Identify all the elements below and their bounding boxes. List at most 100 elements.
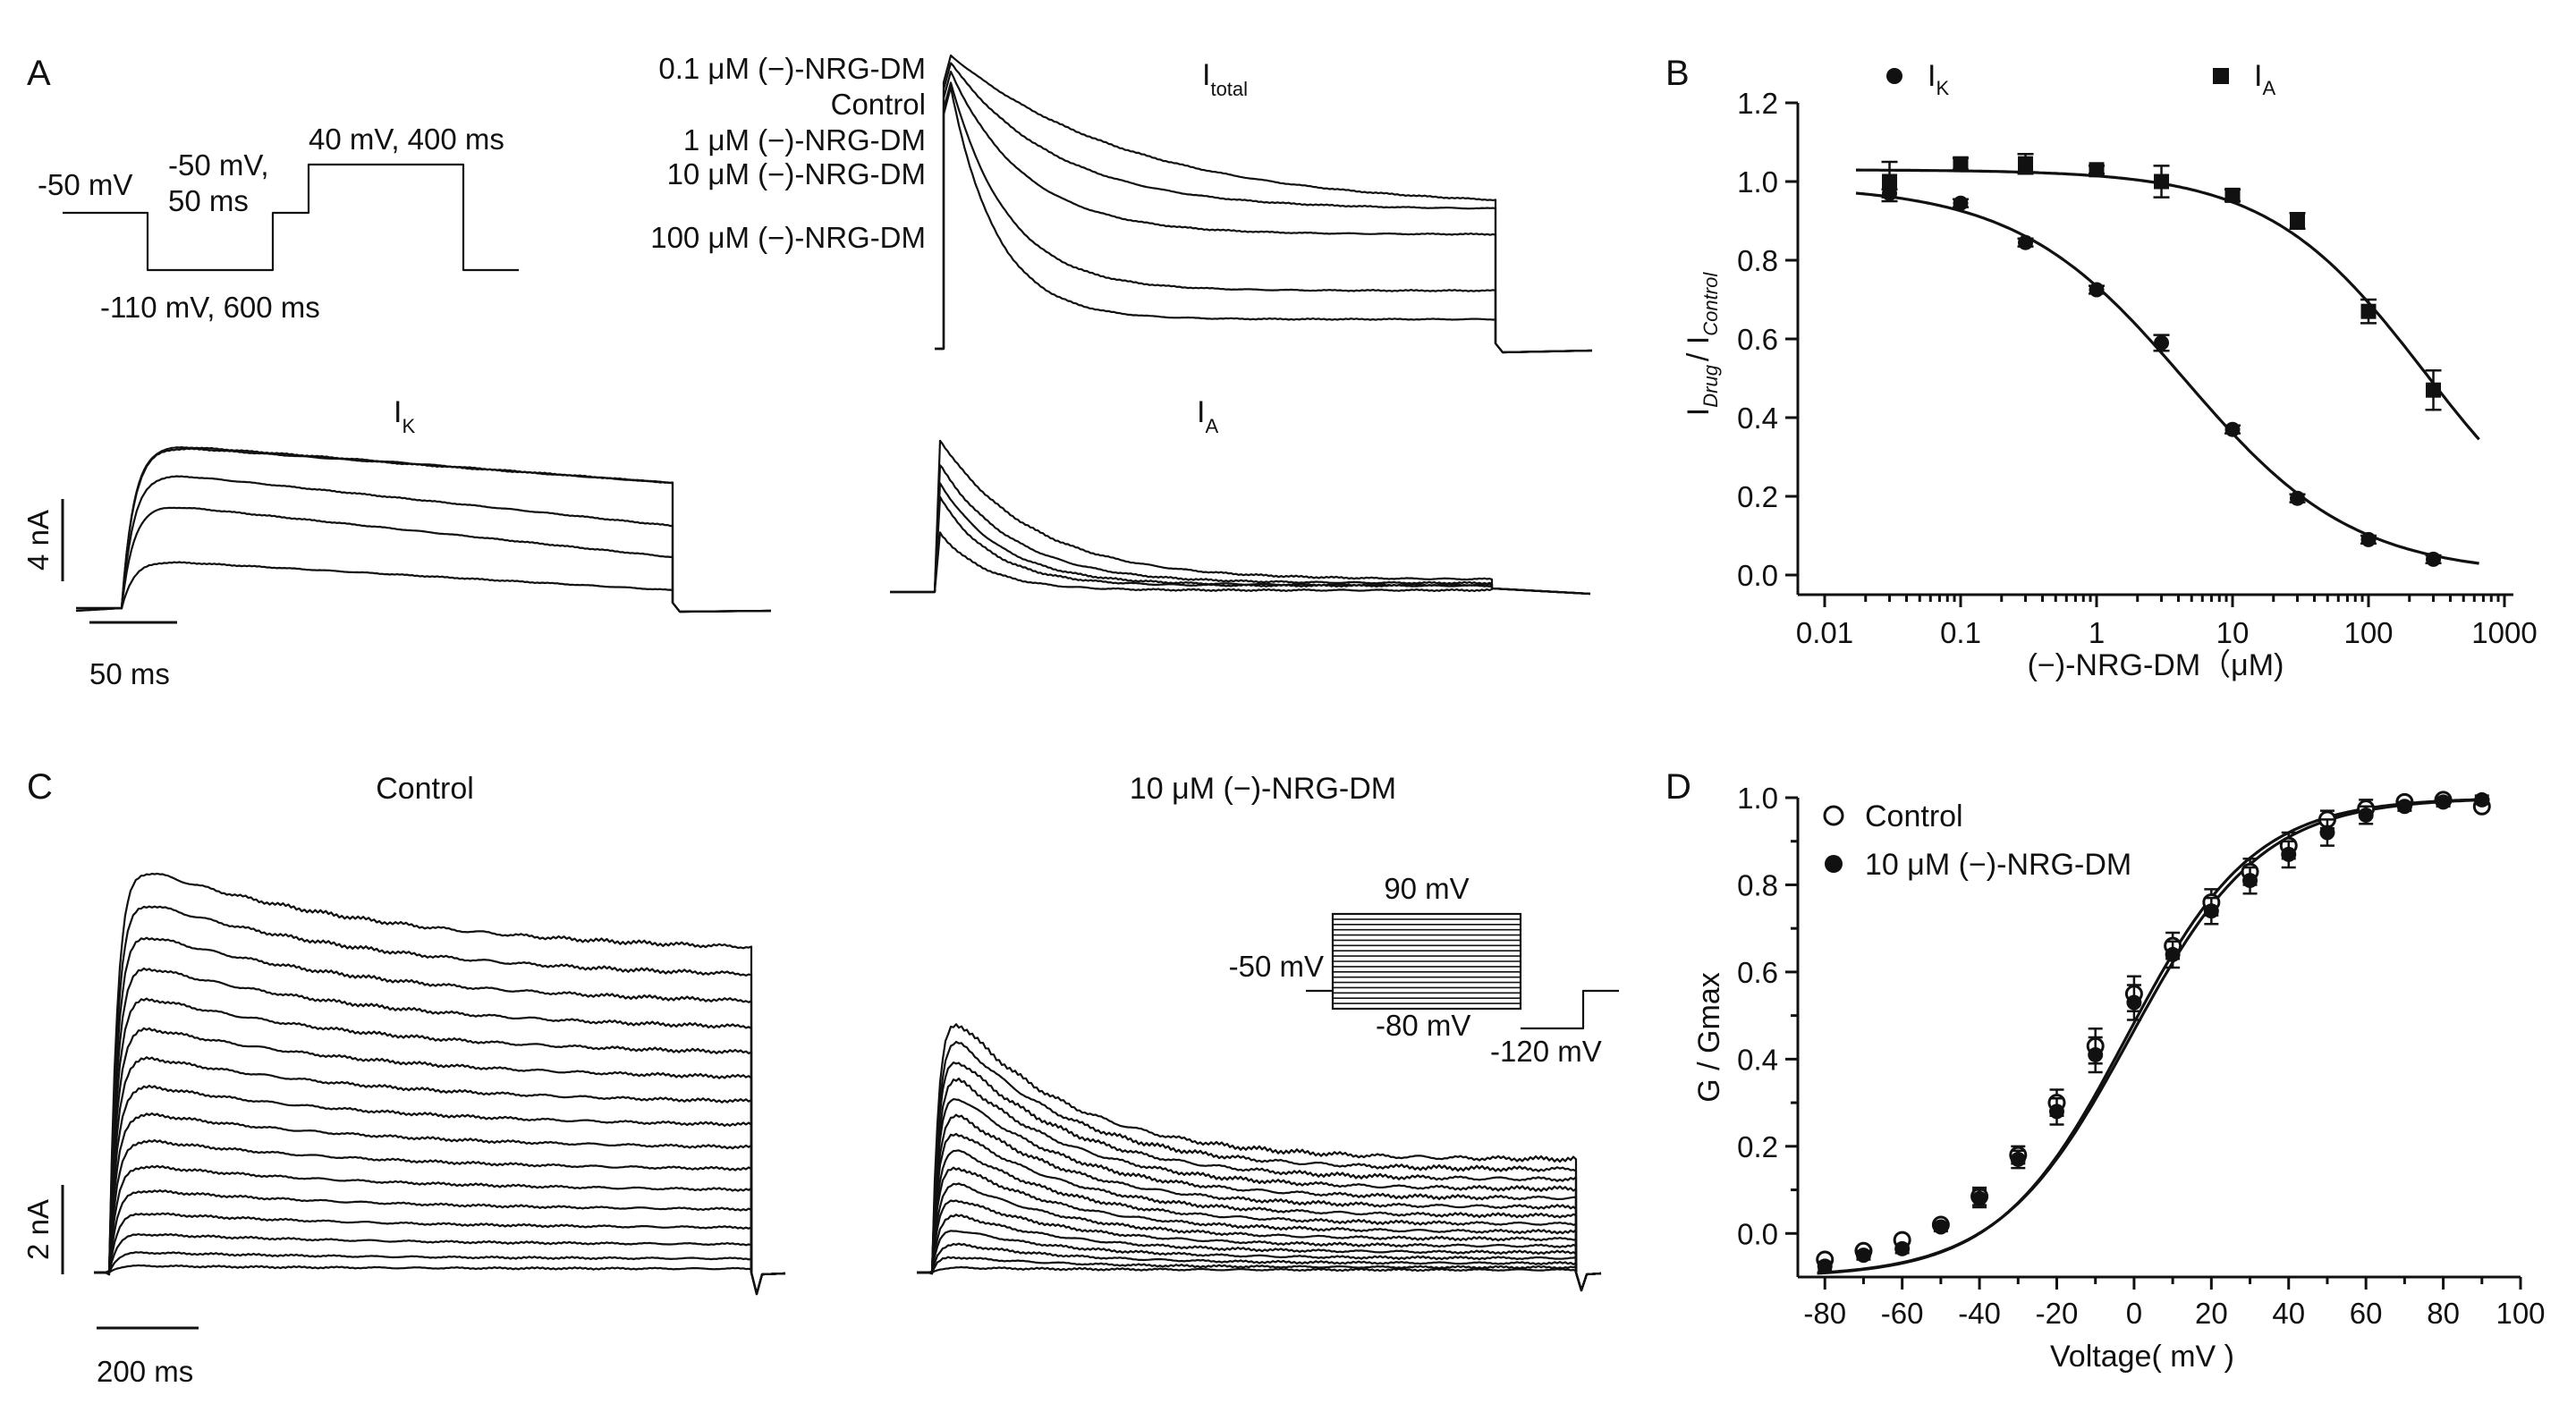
chart-d-x-tick-label: 80 <box>2427 1297 2460 1330</box>
chart-b-point-ia <box>1882 173 1898 190</box>
drug-title: 10 μM (−)-NRG-DM <box>1130 772 1396 806</box>
control-family-trace <box>94 1212 786 1296</box>
itotal-title: Itotal <box>1202 58 1248 100</box>
chart-b-y-tick-label: 0.6 <box>1737 323 1778 356</box>
inset-hold-label: -50 mV <box>1229 950 1324 983</box>
protocol-hold-label: -50 mV <box>38 168 132 201</box>
drug-family-trace <box>917 1132 1602 1292</box>
chart-d-point-drug <box>1971 1190 1987 1206</box>
chart-d-point-drug <box>2088 1046 2104 1062</box>
chart-d: -80 -60 -40 -20 0 20 40 60 80 100 0.0 0.2 0.4 0.6 0.8 1… <box>1692 782 2546 1374</box>
control-family-trace <box>94 1188 786 1296</box>
chart-d-y-tick-label: 0.2 <box>1737 1130 1778 1163</box>
legend-drug-label: 10 μM (−)-NRG-DM <box>1865 848 2131 882</box>
ia-trace <box>890 495 1591 596</box>
chart-b-point-ia <box>2089 162 2105 178</box>
drug-family-trace <box>917 1182 1602 1292</box>
chart-d-x-tick-label: 60 <box>2350 1297 2383 1330</box>
chart-d-point-drug <box>2048 1104 2064 1120</box>
chart-d-x-tick-label: -60 <box>1881 1297 1924 1330</box>
chart-d-y-tick-label: 0.8 <box>1737 868 1778 901</box>
ia-trace <box>890 531 1591 596</box>
chart-b-fit-curve <box>1856 168 2480 441</box>
drug-family-trace <box>917 1265 1602 1292</box>
ia-traces <box>890 439 1591 596</box>
chart-d-point-drug <box>1894 1240 1911 1256</box>
chart-b-x-tick-label: 0.1 <box>1940 616 1981 649</box>
chart-b-point-ia <box>2224 187 2241 203</box>
chart-b-point-ia <box>2154 173 2170 190</box>
chart-b-point-ik <box>2290 490 2306 506</box>
chart-b-y-tick-label: 0.4 <box>1737 402 1778 435</box>
drug-family-trace <box>917 1199 1602 1292</box>
chart-d-x-label: Voltage( mV ) <box>2050 1340 2234 1374</box>
chart-d-x-tick-label: -40 <box>1958 1297 2001 1330</box>
ia-trace <box>890 464 1591 596</box>
itotal-trace <box>935 70 1593 354</box>
drug-family-trace <box>917 1061 1602 1292</box>
legend-ik-label: IK <box>1928 59 1949 99</box>
ik-trace <box>75 447 772 613</box>
inset-top-label: 90 mV <box>1384 872 1469 905</box>
trace-label-3: 10 μM (−)-NRG-DM <box>667 157 926 190</box>
inset-tail-line <box>1521 989 1619 1030</box>
chart-b-point-ik <box>2360 531 2377 547</box>
chart-b-fit-curve <box>1855 191 2479 565</box>
chart-b-x-tick-label: 100 <box>2343 616 2393 649</box>
scale-bar-c: 2 nA 200 ms <box>21 1185 199 1388</box>
control-family-trace <box>94 1027 786 1296</box>
chart-b-y-tick-label: 0.2 <box>1737 480 1778 513</box>
protocol-test-label: 40 mV, 400 ms <box>309 123 504 156</box>
chart-b-point-ik <box>1953 195 1969 211</box>
control-family-trace <box>94 936 786 1296</box>
control-family-trace <box>94 1164 786 1296</box>
chart-d-point-drug <box>2396 799 2412 815</box>
chart-b-point-ik <box>2018 234 2034 250</box>
drug-family-trace <box>917 1040 1602 1292</box>
chart-b-point-ik <box>2224 421 2241 437</box>
chart-b-point-ik <box>2426 551 2442 567</box>
legend-control-label: Control <box>1865 799 1963 833</box>
ik-title: IK <box>394 395 415 437</box>
scale-bar-a: 4 nA 50 ms <box>21 499 177 690</box>
chart-b-legend: IK IA <box>1886 59 2275 99</box>
ik-trace <box>76 561 772 613</box>
scale-c-time-label: 200 ms <box>97 1355 193 1388</box>
protocol-inset-c: 90 mV -50 mV -80 mV -120 mV <box>1229 872 1619 1068</box>
legend-ia-marker <box>2213 68 2229 84</box>
itotal-trace <box>935 86 1593 354</box>
drug-family-trace <box>917 1214 1602 1292</box>
chart-d-point-drug <box>2165 946 2181 962</box>
legend-drug-marker <box>1825 855 1843 873</box>
panel-label-a: A <box>27 54 51 93</box>
chart-d-point-drug <box>2281 846 2297 862</box>
chart-b-y-tick-label: 0.0 <box>1737 559 1778 592</box>
trace-label-2: 1 μM (−)-NRG-DM <box>683 123 926 156</box>
protocol-pre-label-1: -50 mV, <box>168 148 269 182</box>
control-family-trace <box>94 872 786 1296</box>
ia-trace <box>890 482 1591 596</box>
trace-label-4: 100 μM (−)-NRG-DM <box>650 221 926 254</box>
control-family-trace <box>94 967 786 1296</box>
chart-d-point-drug <box>2474 791 2490 808</box>
chart-d-point-drug <box>2126 994 2142 1011</box>
chart-b-points <box>1881 152 2442 567</box>
chart-d-legend: Control 10 μM (−)-NRG-DM <box>1823 799 2131 882</box>
chart-d-y-tick-label: 0.6 <box>1737 956 1778 989</box>
control-family-trace <box>94 997 786 1296</box>
protocol-waveform <box>63 163 519 272</box>
chart-d-point-drug <box>1933 1219 1949 1235</box>
chart-b-point-ik <box>2154 334 2170 351</box>
control-family-trace <box>94 905 786 1296</box>
panel-label-b: B <box>1665 54 1690 93</box>
chart-b-point-ia <box>2360 303 2377 319</box>
panel-label-d: D <box>1665 767 1691 807</box>
chart-b-x-tick-label: 10 <box>2216 616 2250 649</box>
chart-b-x-tick-label: 0.01 <box>1796 616 1853 649</box>
chart-d-point-drug <box>2319 825 2335 841</box>
chart-b-point-ik <box>2089 282 2105 298</box>
itotal-traces <box>935 54 1593 354</box>
control-family-trace <box>94 1232 786 1296</box>
protocol-pre-label-2: 50 ms <box>168 184 249 217</box>
